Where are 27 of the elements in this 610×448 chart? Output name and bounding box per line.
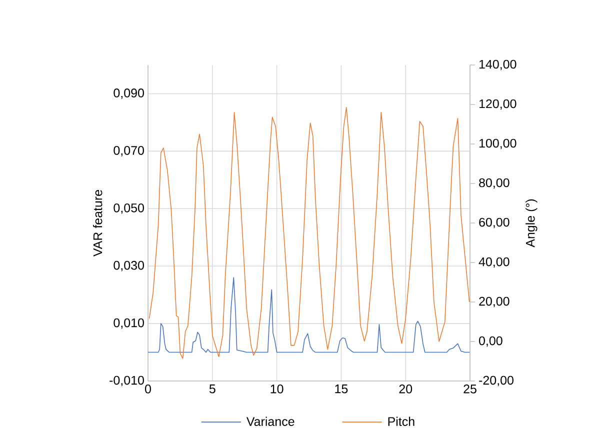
legend-label: Pitch xyxy=(388,416,414,426)
line-series xyxy=(148,277,470,353)
y2-tick-label: 120,00 xyxy=(479,99,516,110)
y2-tick-label: 80,00 xyxy=(479,178,510,189)
y2-tick-label: 60,00 xyxy=(479,218,510,228)
y2-tick-label: -20,00 xyxy=(479,376,514,386)
y-tick-label: 0,030 xyxy=(114,260,144,272)
y2-tick-label: 0,00 xyxy=(479,336,502,347)
legend-label: Variance xyxy=(246,416,294,426)
y-axis-title: VAR feature xyxy=(93,190,102,257)
x-tick-label: 5 xyxy=(209,384,216,394)
y-tick-label: 0,070 xyxy=(114,146,144,156)
y-tick-label: 0,090 xyxy=(114,88,144,99)
x-tick-label: 20 xyxy=(399,384,412,394)
y2-axis-title: Angle (°) xyxy=(526,199,538,248)
line-series xyxy=(148,107,470,359)
y2-tick-label: 140,00 xyxy=(479,60,516,70)
y-tick-label: 0,050 xyxy=(114,203,144,214)
y2-tick-label: 40,00 xyxy=(478,257,510,268)
x-tick-label: 25 xyxy=(464,384,476,394)
y-tick-label: 0,010 xyxy=(114,318,144,329)
x-tick-label: 0 xyxy=(145,384,151,394)
x-tick-label: 10 xyxy=(270,384,284,394)
y2-tick-label: 20,00 xyxy=(479,296,510,308)
x-tick-label: 15 xyxy=(335,384,348,394)
y-tick-label: -0,010 xyxy=(110,376,144,386)
y2-tick-label: 100,00 xyxy=(479,138,516,150)
